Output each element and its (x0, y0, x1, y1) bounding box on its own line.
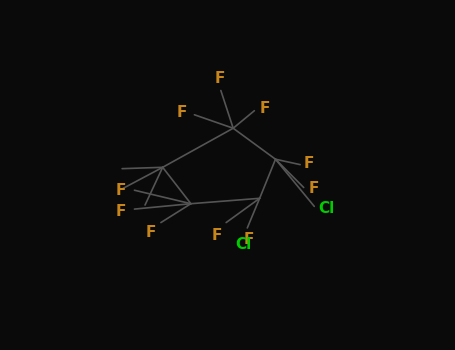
Text: F: F (309, 181, 319, 196)
Text: F: F (212, 228, 222, 243)
Text: Cl: Cl (236, 237, 252, 252)
Text: F: F (177, 105, 187, 120)
Text: F: F (304, 156, 314, 171)
Text: F: F (145, 225, 156, 240)
Text: Cl: Cl (318, 201, 334, 216)
Text: F: F (116, 183, 126, 198)
Text: F: F (260, 100, 270, 116)
Text: F: F (244, 232, 254, 247)
Text: F: F (116, 204, 126, 219)
Text: F: F (215, 71, 225, 86)
